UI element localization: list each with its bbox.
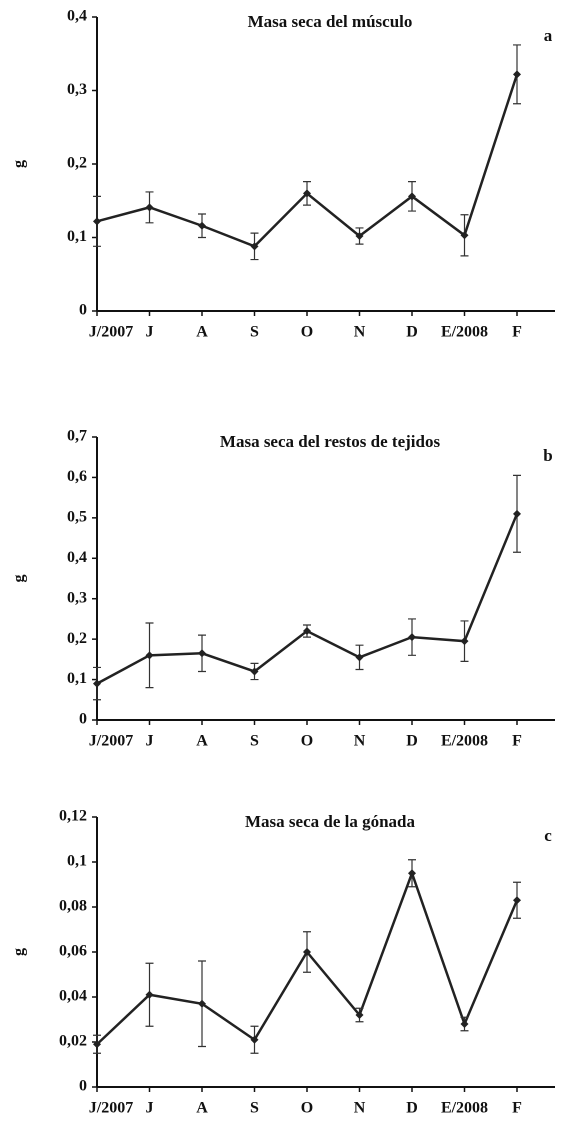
marker — [145, 203, 154, 212]
panel-letter: b — [543, 446, 552, 465]
x-tick-label: J/2007 — [89, 733, 133, 750]
y-tick-label: 0,06 — [59, 943, 87, 960]
marker — [250, 242, 259, 251]
x-tick-label: A — [196, 1100, 208, 1117]
marker — [513, 509, 521, 518]
y-tick-label: 0 — [79, 302, 87, 319]
x-tick-label: J — [146, 324, 154, 341]
marker — [93, 1040, 101, 1049]
panel-letter: c — [544, 826, 552, 845]
x-tick-label: E/2008 — [441, 1100, 488, 1117]
y-tick-label: 0,7 — [67, 428, 87, 445]
marker — [513, 896, 521, 905]
y-tick-label: 0,1 — [67, 228, 87, 245]
y-tick-label: 0,6 — [67, 468, 87, 485]
y-tick-label: 0,3 — [67, 589, 87, 606]
x-tick-label: A — [196, 324, 208, 341]
x-tick-label: N — [354, 324, 366, 341]
x-tick-label: F — [512, 1100, 522, 1117]
x-tick-label: J/2007 — [89, 1100, 133, 1117]
marker — [408, 869, 416, 878]
marker — [460, 231, 469, 240]
data-line — [96, 73, 519, 248]
x-tick-label: O — [301, 1100, 313, 1117]
x-tick-label: J — [146, 1100, 154, 1117]
marker — [408, 633, 416, 642]
marker — [355, 653, 364, 662]
chart-title: Masa seca del restos de tejidos — [220, 432, 441, 451]
marker — [93, 679, 101, 688]
y-axis-label: g — [11, 575, 28, 583]
marker — [303, 189, 311, 198]
y-tick-label: 0,1 — [67, 670, 87, 687]
x-tick-label: A — [196, 733, 208, 750]
x-tick-label: D — [406, 324, 418, 341]
x-tick-label: E/2008 — [441, 733, 488, 750]
y-tick-label: 0,3 — [67, 81, 87, 98]
y-tick-label: 0,4 — [67, 8, 87, 25]
marker — [145, 990, 154, 999]
x-tick-label: J/2007 — [89, 324, 133, 341]
x-tick-label: F — [512, 733, 522, 750]
panel-letter: a — [544, 26, 553, 45]
y-tick-label: 0,02 — [59, 1033, 87, 1050]
marker — [250, 667, 259, 676]
x-tick-label: S — [250, 324, 259, 341]
y-tick-label: 0,2 — [67, 630, 87, 647]
x-tick-label: D — [406, 1100, 418, 1117]
marker — [513, 70, 521, 79]
data-line — [96, 513, 519, 685]
y-tick-label: 0,1 — [67, 853, 87, 870]
marker — [460, 637, 469, 646]
x-tick-label: N — [354, 733, 366, 750]
marker — [250, 1035, 259, 1044]
marker — [145, 651, 154, 660]
x-tick-label: O — [301, 733, 313, 750]
marker — [408, 192, 416, 201]
y-tick-label: 0,12 — [59, 808, 87, 825]
x-tick-label: S — [250, 733, 259, 750]
x-tick-label: E/2008 — [441, 324, 488, 341]
chart-title: Masa seca de la gónada — [245, 812, 416, 831]
y-axis-label: g — [11, 948, 28, 956]
y-tick-label: 0,08 — [59, 898, 87, 915]
marker — [303, 948, 311, 956]
y-tick-label: 0,4 — [67, 549, 87, 566]
x-tick-label: J — [146, 733, 154, 750]
marker — [198, 999, 206, 1008]
marker — [93, 217, 101, 226]
x-tick-label: O — [301, 324, 313, 341]
y-tick-label: 0 — [79, 711, 87, 728]
marker — [460, 1020, 469, 1028]
marker — [355, 1011, 364, 1019]
x-tick-label: F — [512, 324, 522, 341]
y-tick-label: 0,5 — [67, 509, 87, 526]
marker — [355, 232, 364, 241]
x-tick-label: D — [406, 733, 418, 750]
y-tick-label: 0,04 — [59, 988, 87, 1005]
y-tick-label: 0 — [79, 1078, 87, 1095]
x-tick-label: S — [250, 1100, 259, 1117]
x-tick-label: N — [354, 1100, 366, 1117]
y-tick-label: 0,2 — [67, 155, 87, 172]
y-axis-label: g — [11, 160, 28, 168]
chart-title: Masa seca del músculo — [248, 12, 413, 31]
marker — [303, 627, 311, 636]
marker — [198, 221, 206, 230]
marker — [198, 649, 206, 658]
